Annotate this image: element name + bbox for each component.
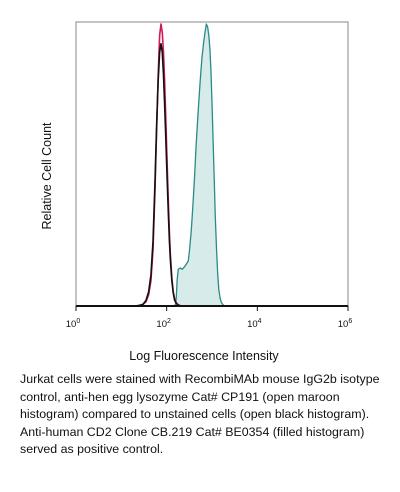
open-histogram-line-1 (134, 23, 185, 307)
x-tick-label: 100 (66, 318, 81, 330)
x-tick-label: 106 (338, 318, 353, 330)
x-axis-ticks: 100 102 104 106 (66, 306, 353, 330)
open-histogram-line-2 (134, 42, 185, 307)
x-tick-label: 102 (156, 318, 171, 330)
figure-caption: Jurkat cells were stained with RecombiMA… (20, 372, 380, 456)
x-axis-label: Log Fluorescence Intensity (129, 349, 279, 363)
flow-histogram-chart: 100 102 104 106 Relative Cell Count Log Flu… (40, 21, 353, 363)
y-axis-label: Relative Cell Count (40, 122, 54, 230)
x-tick-label: 104 (247, 318, 262, 330)
plot-area (75, 21, 349, 307)
filled-histogram-area (174, 24, 240, 306)
